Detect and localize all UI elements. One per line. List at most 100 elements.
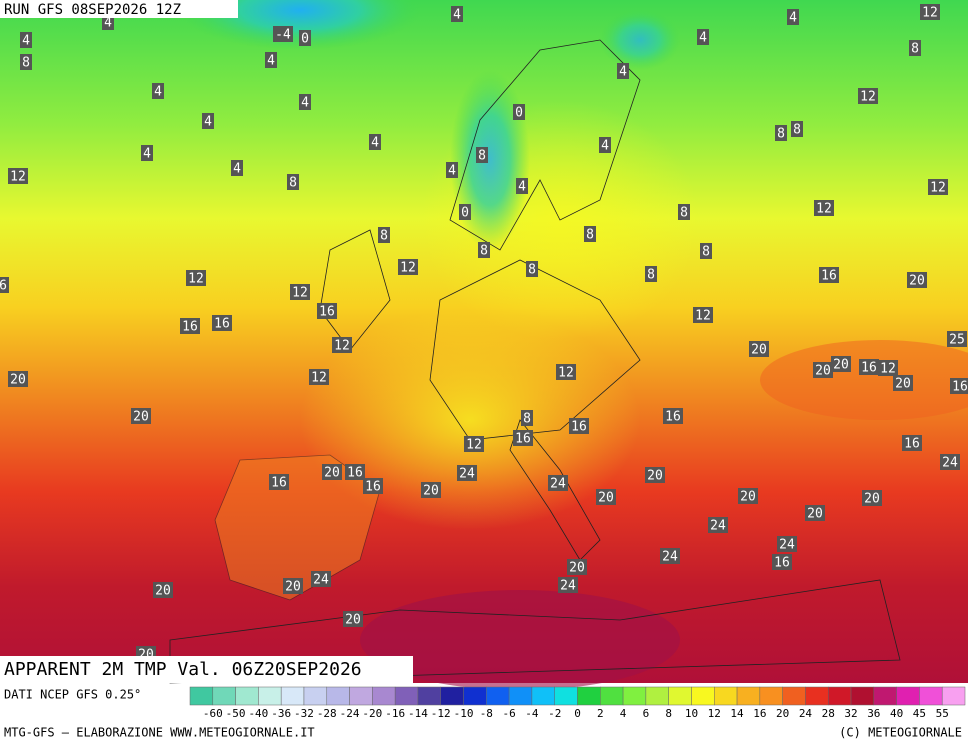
label-box (287, 174, 299, 190)
map-label: 4 (104, 16, 112, 31)
label-box (212, 315, 232, 331)
color-swatch (736, 686, 761, 706)
legend-tick-label: -16 (385, 707, 405, 720)
map-label: 24 (560, 579, 576, 594)
map-label: 4 (453, 8, 461, 23)
label-box (775, 125, 787, 141)
label-box (0, 277, 9, 293)
map-label: 0 (301, 32, 309, 47)
legend-tick-label: 28 (822, 707, 835, 720)
map-label: 24 (550, 477, 566, 492)
label-box (858, 88, 878, 104)
label-box (777, 536, 797, 552)
map-label: 4 (518, 180, 526, 195)
label-box (20, 54, 32, 70)
map-label: 24 (662, 550, 678, 565)
map-label: 4 (301, 96, 309, 111)
label-box (920, 4, 940, 20)
map-label: 24 (313, 573, 329, 588)
legend-tick-label: -20 (362, 707, 382, 720)
map-label: 8 (380, 229, 388, 244)
label-box (791, 121, 803, 137)
legend-tick-label: -6 (502, 707, 515, 720)
color-swatch (782, 686, 806, 706)
map-label: 24 (459, 467, 475, 482)
label-box (558, 577, 578, 593)
legend-tick-label: 45 (913, 707, 926, 720)
map-label: 20 (285, 580, 301, 595)
color-swatch (212, 686, 236, 706)
label-box (451, 6, 463, 22)
label-box (141, 145, 153, 161)
label-box (345, 464, 365, 480)
label-box (478, 242, 490, 258)
legend-tick-label: 55 (936, 707, 949, 720)
color-swatch (554, 686, 578, 706)
legend-tick-label: -28 (317, 707, 337, 720)
legend-tick-label: 36 (867, 707, 880, 720)
map-label: 16 (365, 480, 381, 495)
map-label: 20 (324, 466, 340, 481)
map-label: -4 (275, 28, 291, 43)
color-swatch (349, 686, 373, 706)
legend-tick-label: -14 (408, 707, 428, 720)
legend-tick-label: -40 (248, 707, 268, 720)
color-swatch (645, 686, 669, 706)
map-label: 16 (665, 410, 681, 425)
map-label: 20 (647, 469, 663, 484)
label-box (180, 318, 200, 334)
label-box (660, 548, 680, 564)
map-label: 20 (423, 484, 439, 499)
label-box (290, 284, 310, 300)
color-swatch (508, 686, 533, 706)
label-box (878, 360, 898, 376)
map-label: 24 (779, 538, 795, 553)
label-box (299, 30, 311, 46)
map-label: 16 (774, 556, 790, 571)
color-swatch (577, 686, 601, 706)
label-box (805, 505, 825, 521)
label-box (20, 32, 32, 48)
label-box (909, 40, 921, 56)
label-box (708, 517, 728, 533)
map-label: 4 (154, 85, 162, 100)
label-box (322, 464, 342, 480)
map-label: 4 (789, 11, 797, 26)
label-box (283, 578, 303, 594)
run-box (0, 0, 238, 18)
map-label: 6 (0, 279, 7, 294)
map-label: 20 (864, 492, 880, 507)
legend-tick-label: 0 (574, 707, 581, 720)
legend-tick-label: 24 (799, 707, 813, 720)
map-label: 16 (347, 466, 363, 481)
map-label: 20 (133, 410, 149, 425)
footer-right: (C) METEOGIORNALE (839, 726, 962, 740)
label-box (526, 261, 538, 277)
map-label: 4 (448, 164, 456, 179)
color-swatch (417, 686, 441, 706)
label-box (273, 26, 293, 42)
legend-tick-label: -4 (525, 707, 539, 720)
label-box (421, 482, 441, 498)
label-box (617, 63, 629, 79)
legend-tick-label: 20 (776, 707, 789, 720)
color-swatch (280, 686, 305, 706)
map-label: 12 (292, 286, 308, 301)
map-label: 8 (289, 176, 297, 191)
legend-tick-label: 16 (753, 707, 766, 720)
color-swatch (326, 686, 350, 706)
label-box (928, 179, 948, 195)
label-box (476, 147, 488, 163)
label-box (700, 243, 712, 259)
legend-tick-label: -12 (431, 707, 451, 720)
map-label: 12 (466, 438, 482, 453)
label-box (343, 611, 363, 627)
legend-tick-label: -32 (294, 707, 314, 720)
color-swatch (759, 686, 783, 706)
color-swatch (303, 686, 328, 706)
color-swatch (394, 686, 419, 706)
legend-tick-label: 8 (665, 707, 672, 720)
label-box (8, 168, 28, 184)
color-swatch (600, 686, 624, 706)
